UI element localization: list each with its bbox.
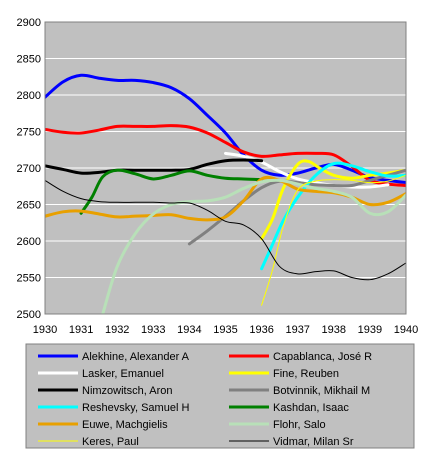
x-tick-label: 1934 xyxy=(177,324,201,336)
legend-items: Alekhine, Alexander A Capablanca, José R L… xyxy=(38,351,372,448)
legend-label-euwe-machgielis: Euwe, Machgielis xyxy=(82,419,168,431)
series-line-flohr-salo xyxy=(101,178,406,314)
series-line-nimzowitsch-aron xyxy=(45,158,264,175)
legend-label-flohr-salo: Flohr, Salo xyxy=(273,419,326,431)
y-tick-label: 2500 xyxy=(17,309,41,321)
legend-label-capablanca-jose-r: Capablanca, José R xyxy=(273,351,372,363)
series-line-alekhine-alexander-a xyxy=(45,73,406,185)
y-tick-label: 2550 xyxy=(17,273,41,285)
x-tick-label: 1933 xyxy=(141,324,165,336)
legend-label-botvinnik-mikhail-m: Botvinnik, Mikhail M xyxy=(273,385,370,397)
y-tick-label: 2600 xyxy=(17,236,41,248)
x-axis-tick-labels: 1930 1931 1932 1933 1934 1935 1936 1937 1938 1939… xyxy=(33,324,418,336)
series-line-capablanca-jose-r xyxy=(45,124,406,188)
legend-label-reshevsky-samuel-h: Reshevsky, Samuel H xyxy=(82,402,189,414)
legend-label-vidmar-milan-sr: Vidmar, Milan Sr xyxy=(273,436,354,448)
x-tick-label: 1937 xyxy=(285,324,309,336)
x-tick-label: 1938 xyxy=(322,324,346,336)
x-tick-label: 1939 xyxy=(358,324,382,336)
y-tick-label: 2650 xyxy=(17,200,41,212)
series-line-vidmar-milan-sr xyxy=(45,179,406,281)
y-tick-label: 2750 xyxy=(17,127,41,139)
legend-label-alekhine-alexander-a: Alekhine, Alexander A xyxy=(82,351,190,363)
x-tick-label: 1932 xyxy=(105,324,129,336)
legend-label-kashdan-isaac: Kashdan, Isaac xyxy=(273,402,349,414)
legend-label-lasker-emanuel: Lasker, Emanuel xyxy=(82,368,164,380)
x-tick-label: 1931 xyxy=(69,324,93,336)
series-lines xyxy=(45,73,406,314)
series-line-kashdan-isaac xyxy=(79,168,264,215)
y-tick-label: 2700 xyxy=(17,163,41,175)
x-tick-label: 1936 xyxy=(249,324,273,336)
x-tick-label: 1930 xyxy=(33,324,57,336)
y-tick-label: 2800 xyxy=(17,90,41,102)
series-line-keres-paul xyxy=(261,174,406,306)
legend xyxy=(25,343,415,449)
y-axis-tick-labels: 2500 2550 2600 2650 2700 2750 2800 2850 2900 xyxy=(17,17,41,321)
x-tick-label: 1935 xyxy=(213,324,237,336)
legend-label-keres-paul: Keres, Paul xyxy=(82,436,139,448)
plot-border xyxy=(44,21,407,315)
series-line-reshevsky-samuel-h xyxy=(260,161,406,271)
legend-label-fine-reuben: Fine, Reuben xyxy=(273,368,339,380)
legend-label-nimzowitsch-aron: Nimzowitsch, Aron xyxy=(82,385,172,397)
y-tick-label: 2850 xyxy=(17,54,41,66)
y-tick-label: 2900 xyxy=(17,17,41,29)
x-tick-label: 1940 xyxy=(394,324,418,336)
